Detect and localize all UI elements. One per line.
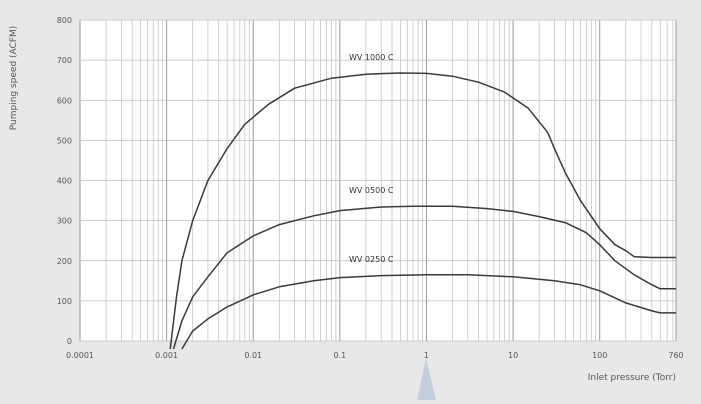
series-label: WV 0250 C [349, 255, 394, 264]
x-tick-label: 0.001 [155, 351, 178, 360]
x-tick-label: 760 [668, 351, 683, 360]
series-line-wv-0250-c [181, 274, 676, 350]
y-tick-label: 500 [57, 136, 72, 145]
y-tick-label: 200 [57, 257, 72, 266]
y-axis-ticks: 0 100 200 300 400 500 600 700 800 [57, 16, 72, 346]
y-tick-label: 0 [67, 337, 72, 346]
y-tick-label: 700 [57, 56, 72, 65]
pointer-triangle [417, 358, 436, 400]
x-tick-label: 100 [592, 351, 607, 360]
x-tick-label: 10 [508, 351, 518, 360]
series-layer [169, 72, 676, 350]
y-tick-label: 400 [57, 177, 72, 186]
series-label: WV 0500 C [349, 186, 394, 195]
x-tick-label: 0.01 [244, 351, 262, 360]
series-line-wv-0500-c [172, 205, 676, 350]
x-tick-label: 0.0001 [66, 351, 94, 360]
y-tick-label: 100 [57, 297, 72, 306]
labels-layer: WV 1000 C WV 0500 C WV 0250 C [349, 53, 394, 264]
x-axis-label: Inlet pressure (Torr) [588, 373, 676, 383]
y-tick-label: 800 [57, 16, 72, 25]
y-tick-label: 300 [57, 217, 72, 226]
x-axis-ticks: 0.0001 0.001 0.01 0.1 1 10 100 760 [66, 351, 684, 360]
x-tick-label: 0.1 [333, 351, 346, 360]
y-axis-label: Pumping speed (ACFM) [9, 26, 19, 131]
series-line-wv-1000-c [169, 72, 676, 350]
x-tick-label: 1 [424, 351, 429, 360]
series-label: WV 1000 C [349, 53, 394, 62]
y-tick-label: 600 [57, 96, 72, 105]
